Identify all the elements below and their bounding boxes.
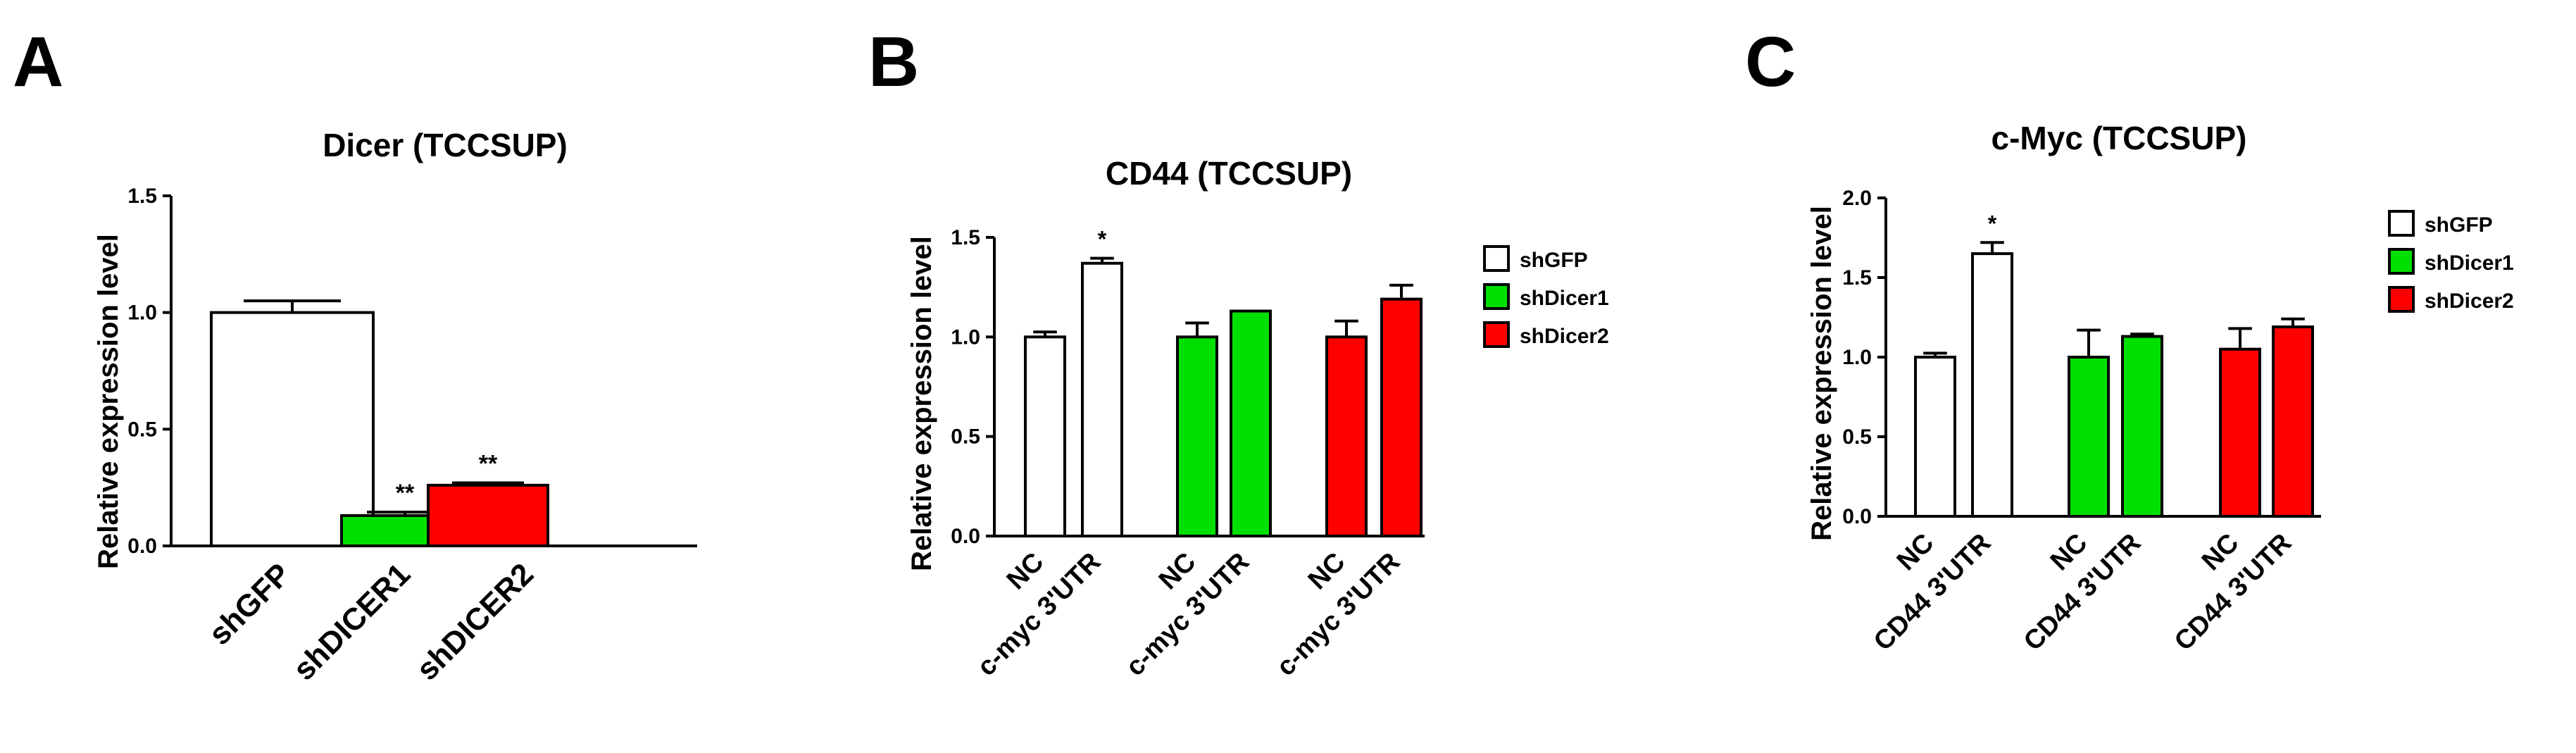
legend-label: shDicer2 <box>1520 325 1609 348</box>
legend-swatch <box>2388 210 2415 237</box>
bar <box>1914 356 1956 518</box>
legend-swatch <box>1483 283 1510 310</box>
panel-letter-a: A <box>13 23 63 101</box>
legend-label: shGFP <box>1520 249 1588 272</box>
plot-area-a: 0.0 0.5 1.0 1.5 shGFP ** shDICER1 ** shDICER2 <box>127 185 697 687</box>
bar <box>1325 335 1368 537</box>
y-axis-label-a: Relative expression level <box>93 234 124 569</box>
chart-title-c: c-Myc (TCCSUP) <box>1992 120 2247 156</box>
y-axis-label-b: Relative expression level <box>906 236 937 571</box>
x-tick-label: shGFP <box>202 556 297 652</box>
chart-title-a: Dicer (TCCSUP) <box>323 127 568 163</box>
y-tick-label: 1.0 <box>1842 346 1872 369</box>
bar <box>2272 325 2314 518</box>
bar <box>2121 335 2163 518</box>
legend-label: shGFP <box>2425 213 2493 237</box>
bar <box>427 483 549 547</box>
bar <box>1380 297 1423 537</box>
legend-c: shGFP shDicer1 shDicer2 <box>2388 210 2514 313</box>
panel-c: C c-Myc (TCCSUP) Relative expression lev… <box>1745 23 2514 656</box>
bar <box>1971 252 2013 518</box>
significance-mark: * <box>1988 211 1997 236</box>
bar <box>1081 261 1123 537</box>
y-tick-label: 0.5 <box>951 425 980 449</box>
chart-title-b: CD44 (TCCSUP) <box>1106 155 1352 192</box>
x-tick-label: shDICER2 <box>410 556 540 687</box>
y-tick-label: 1.5 <box>951 226 980 249</box>
panel-letter-b: B <box>868 23 919 101</box>
significance-mark: ** <box>396 480 415 506</box>
y-tick-label: 0.0 <box>951 525 980 548</box>
plot-area-b: 0.00.51.01.5NC*c-myc 3'UTR NCc-myc 3'UTR N… <box>951 226 1425 682</box>
x-tick-label: shDICER1 <box>287 556 417 687</box>
bar <box>2068 356 2110 518</box>
y-tick-label: 0.5 <box>127 418 157 441</box>
legend-swatch <box>2388 248 2415 275</box>
legend-label: shDicer1 <box>2425 251 2514 275</box>
bar <box>1230 309 1272 537</box>
significance-mark: * <box>1098 227 1107 252</box>
y-tick-label: 0.0 <box>1842 505 1872 528</box>
bar <box>210 311 375 547</box>
y-tick-label: 1.0 <box>951 325 980 349</box>
x-tick-label: NC <box>1001 547 1050 596</box>
bar <box>1176 335 1218 537</box>
y-tick-label: 1.5 <box>127 185 157 208</box>
significance-mark: ** <box>479 451 498 478</box>
x-tick-label: NC <box>1892 528 1940 577</box>
bar <box>1024 335 1066 537</box>
legend-label: shDicer2 <box>2425 290 2514 313</box>
bar <box>2219 347 2261 518</box>
y-tick-label: 1.0 <box>127 301 157 325</box>
legend-label: shDicer1 <box>1520 287 1609 310</box>
panel-letter-c: C <box>1745 23 1796 101</box>
panel-b: B CD44 (TCCSUP) Relative expression leve… <box>868 23 1609 682</box>
y-axis-label-c: Relative expression level <box>1806 206 1837 541</box>
y-tick-label: 2.0 <box>1842 187 1872 210</box>
y-tick-label: 0.5 <box>1842 425 1872 449</box>
panel-a: A Dicer (TCCSUP) Relative expression lev… <box>13 23 697 687</box>
y-tick-label: 0.0 <box>127 535 157 558</box>
legend-b: shGFP shDicer1 shDicer2 <box>1483 245 1609 348</box>
legend-swatch <box>2388 286 2415 313</box>
y-tick-label: 1.5 <box>1842 266 1872 290</box>
legend-swatch <box>1483 321 1510 348</box>
legend-swatch <box>1483 245 1510 272</box>
